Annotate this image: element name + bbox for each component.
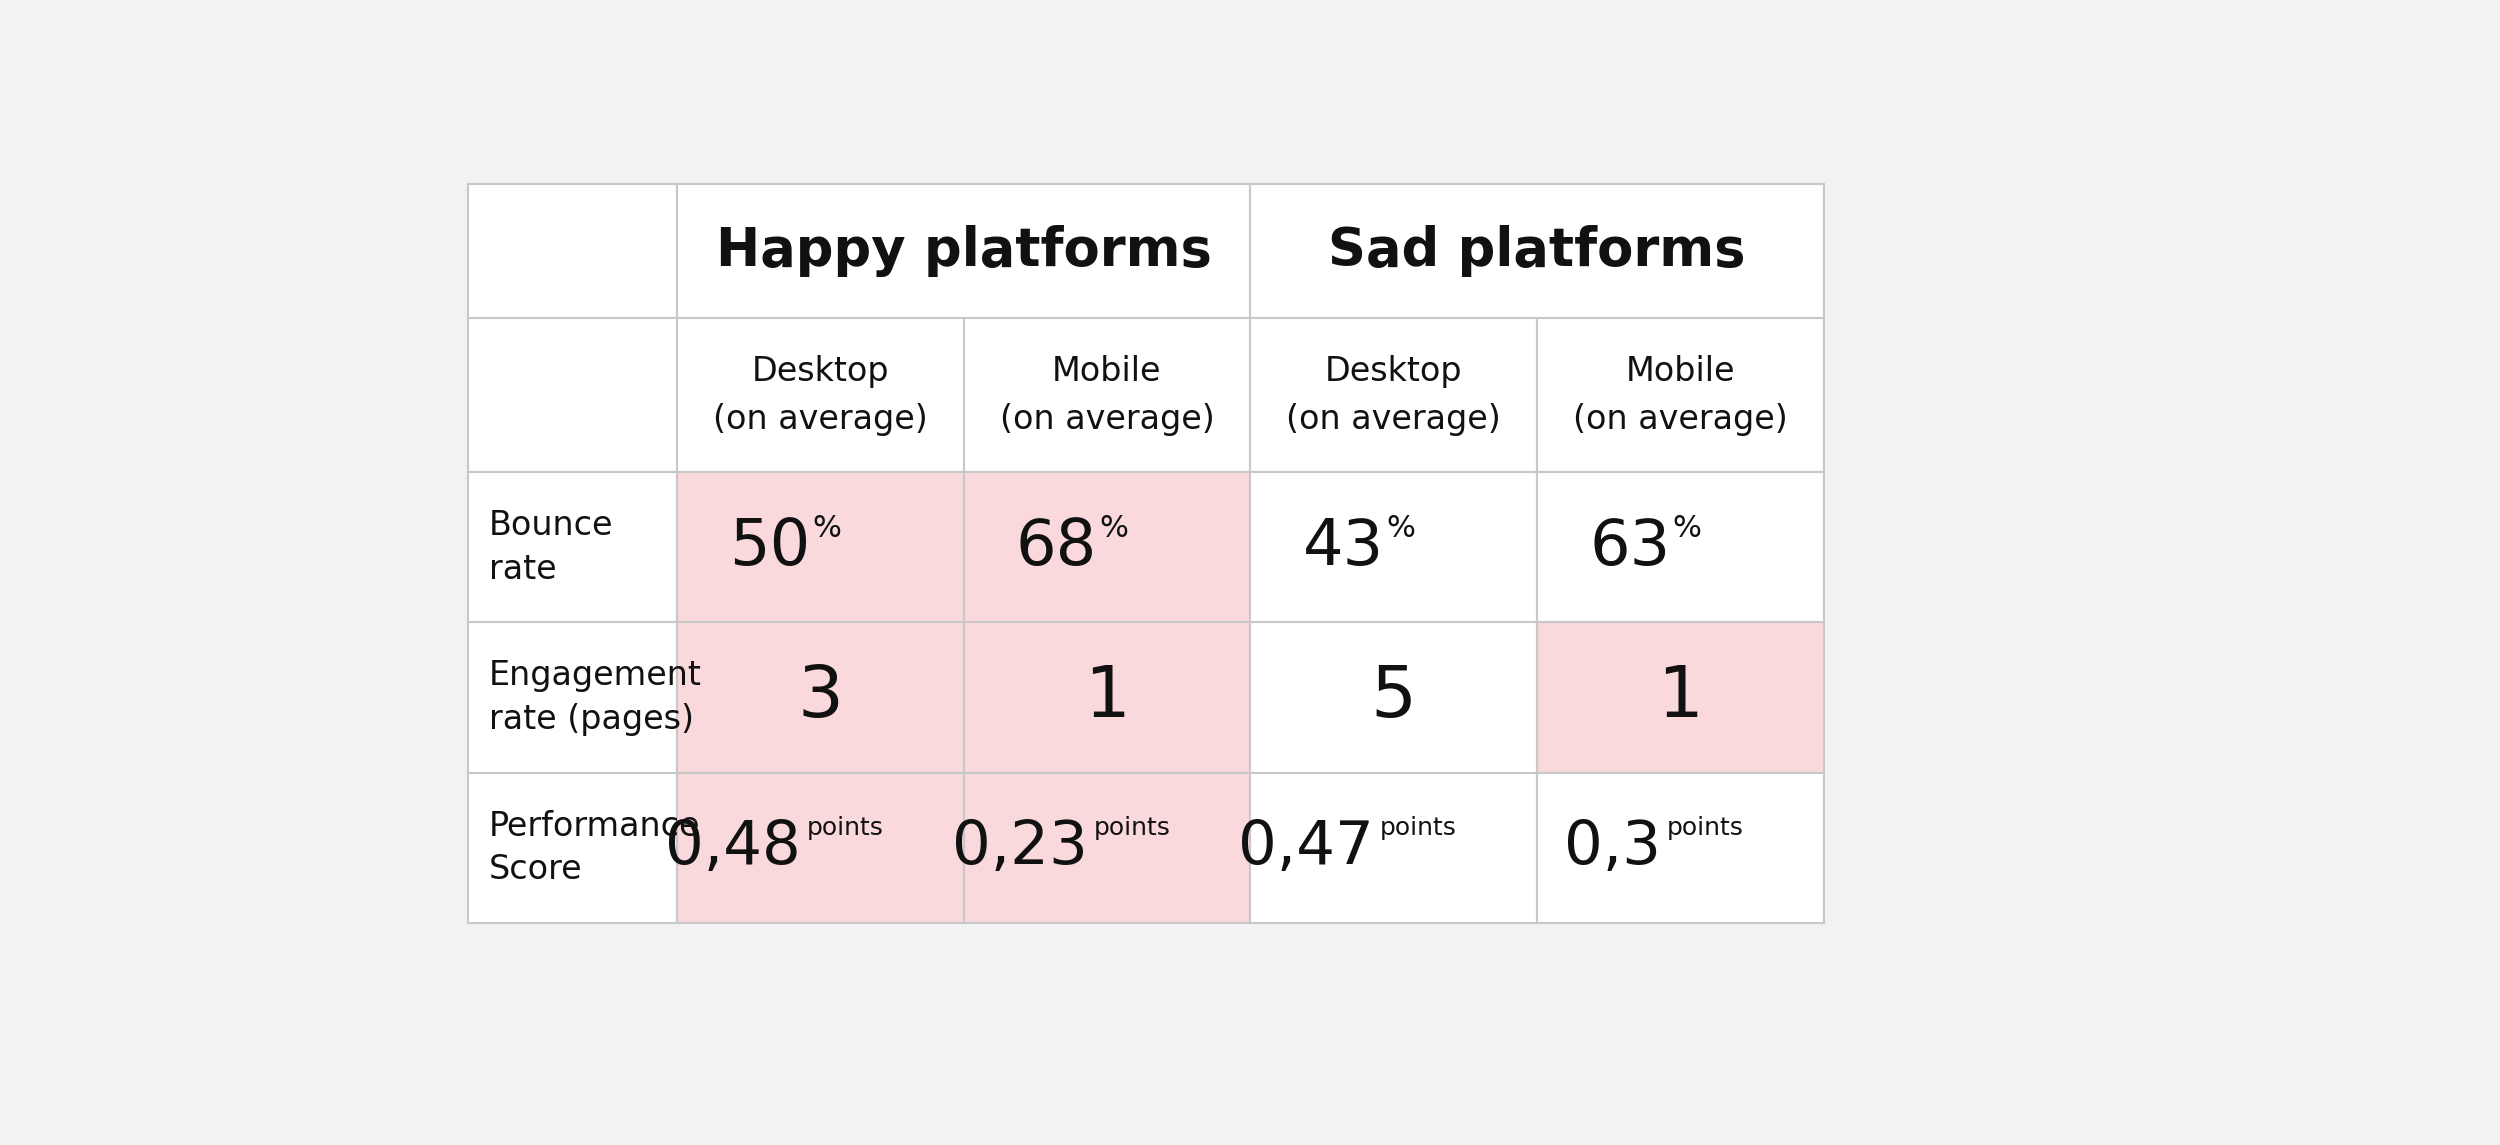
Bar [678, 183, 1250, 318]
Text: points: points [1092, 816, 1170, 840]
Text: 1: 1 [1085, 663, 1130, 732]
Text: 0,48: 0,48 [665, 819, 800, 877]
Text: %: % [812, 513, 840, 543]
Bar [1250, 318, 1538, 473]
Bar [1538, 318, 1825, 473]
Text: Engagement
rate (pages): Engagement rate (pages) [490, 660, 702, 736]
Bar [1538, 773, 1825, 923]
Bar [468, 318, 678, 473]
Text: 0,3: 0,3 [1565, 819, 1660, 877]
Text: Bounce
rate: Bounce rate [490, 510, 612, 585]
Bar [678, 773, 962, 923]
Bar [678, 623, 962, 773]
Text: Performance
Score: Performance Score [490, 810, 700, 886]
Text: 5: 5 [1370, 663, 1417, 732]
Text: Desktop
(on average): Desktop (on average) [712, 355, 928, 436]
Text: %: % [1100, 513, 1128, 543]
Bar [962, 473, 1250, 623]
Bar [962, 773, 1250, 923]
Bar [468, 183, 678, 318]
Bar [1250, 623, 1538, 773]
Text: points: points [1668, 816, 1742, 840]
Text: Happy platforms: Happy platforms [715, 224, 1212, 277]
Text: Mobile
(on average): Mobile (on average) [1572, 355, 1788, 436]
Text: 43: 43 [1302, 516, 1385, 578]
Bar [468, 773, 678, 923]
Text: %: % [1385, 513, 1415, 543]
Text: 68: 68 [1015, 516, 1098, 578]
Text: Sad platforms: Sad platforms [1328, 224, 1745, 277]
Bar [1250, 183, 1825, 318]
Text: 63: 63 [1590, 516, 1670, 578]
Text: 50: 50 [730, 516, 810, 578]
Bar [468, 623, 678, 773]
Bar [1538, 473, 1825, 623]
Bar [468, 473, 678, 623]
Text: Desktop
(on average): Desktop (on average) [1288, 355, 1500, 436]
Text: points: points [808, 816, 882, 840]
Bar [962, 318, 1250, 473]
Text: %: % [1672, 513, 1702, 543]
Bar [678, 473, 962, 623]
Bar [1538, 623, 1825, 773]
Bar [678, 318, 962, 473]
Bar [962, 623, 1250, 773]
Text: 0,47: 0,47 [1238, 819, 1375, 877]
Bar [1250, 773, 1538, 923]
Text: 0,23: 0,23 [952, 819, 1088, 877]
Text: Mobile
(on average): Mobile (on average) [1000, 355, 1215, 436]
Text: 3: 3 [798, 663, 842, 732]
Bar [1250, 473, 1538, 623]
Text: points: points [1380, 816, 1458, 840]
Text: 1: 1 [1658, 663, 1702, 732]
